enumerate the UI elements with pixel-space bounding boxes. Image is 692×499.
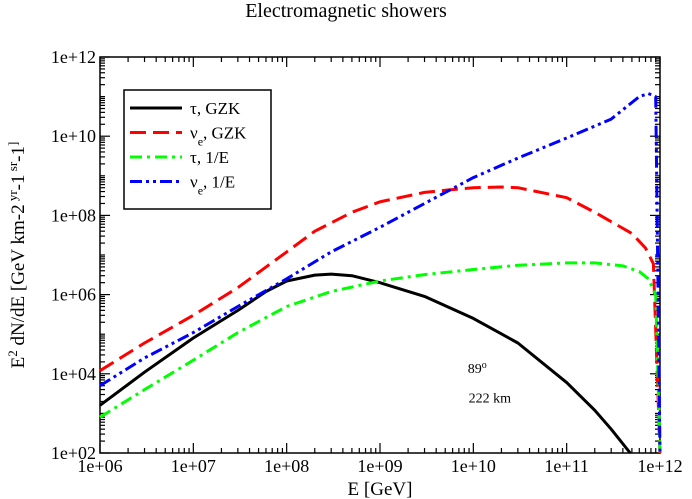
annotation-1: 89o [468, 359, 487, 377]
y-axis-label: E2 dN/dE [GeV km-2 yr-1 sr-1] [5, 142, 30, 369]
series-group [99, 92, 662, 454]
annotations: 89o 222 km [468, 359, 511, 406]
x-tick-label: 1e+08 [264, 456, 309, 476]
y-tick-label: 1e+02 [51, 443, 96, 463]
x-axis-label: E [GeV] [348, 479, 413, 499]
x-tick-label: 1e+10 [451, 456, 496, 476]
x-tick-label: 1e+06 [77, 456, 122, 476]
y-tick-label: 1e+06 [51, 285, 96, 305]
y-tick-label: 1e+12 [51, 47, 96, 67]
x-tick-label: 1e+12 [637, 456, 682, 476]
y-tick-label: 1e+10 [51, 126, 96, 146]
series-line-2 [99, 185, 662, 454]
legend-label-1: τ, GZK [190, 99, 241, 118]
annotation-2: 222 km [469, 391, 512, 406]
legend-box [123, 89, 272, 210]
series-line-3 [99, 261, 662, 454]
tick-labels: 1e+06 1e+07 1e+08 1e+09 1e+10 1e+11 1e+12 1e+02… [51, 47, 683, 476]
series-line-4 [99, 92, 662, 454]
legend-label-2: νe, GZK [190, 124, 247, 149]
x-tick-label: 1e+09 [357, 456, 402, 476]
legend-label-4: νe, 1/E [190, 173, 235, 198]
x-tick-label: 1e+11 [544, 456, 588, 476]
y-tick-label: 1e+08 [51, 205, 96, 225]
x-tick-label: 1e+07 [171, 456, 216, 476]
chart-title: Electromagnetic showers [245, 0, 447, 22]
legend-label-3: τ, 1/E [190, 148, 229, 167]
y-tick-label: 1e+04 [51, 364, 96, 384]
series-line-1 [99, 272, 632, 454]
